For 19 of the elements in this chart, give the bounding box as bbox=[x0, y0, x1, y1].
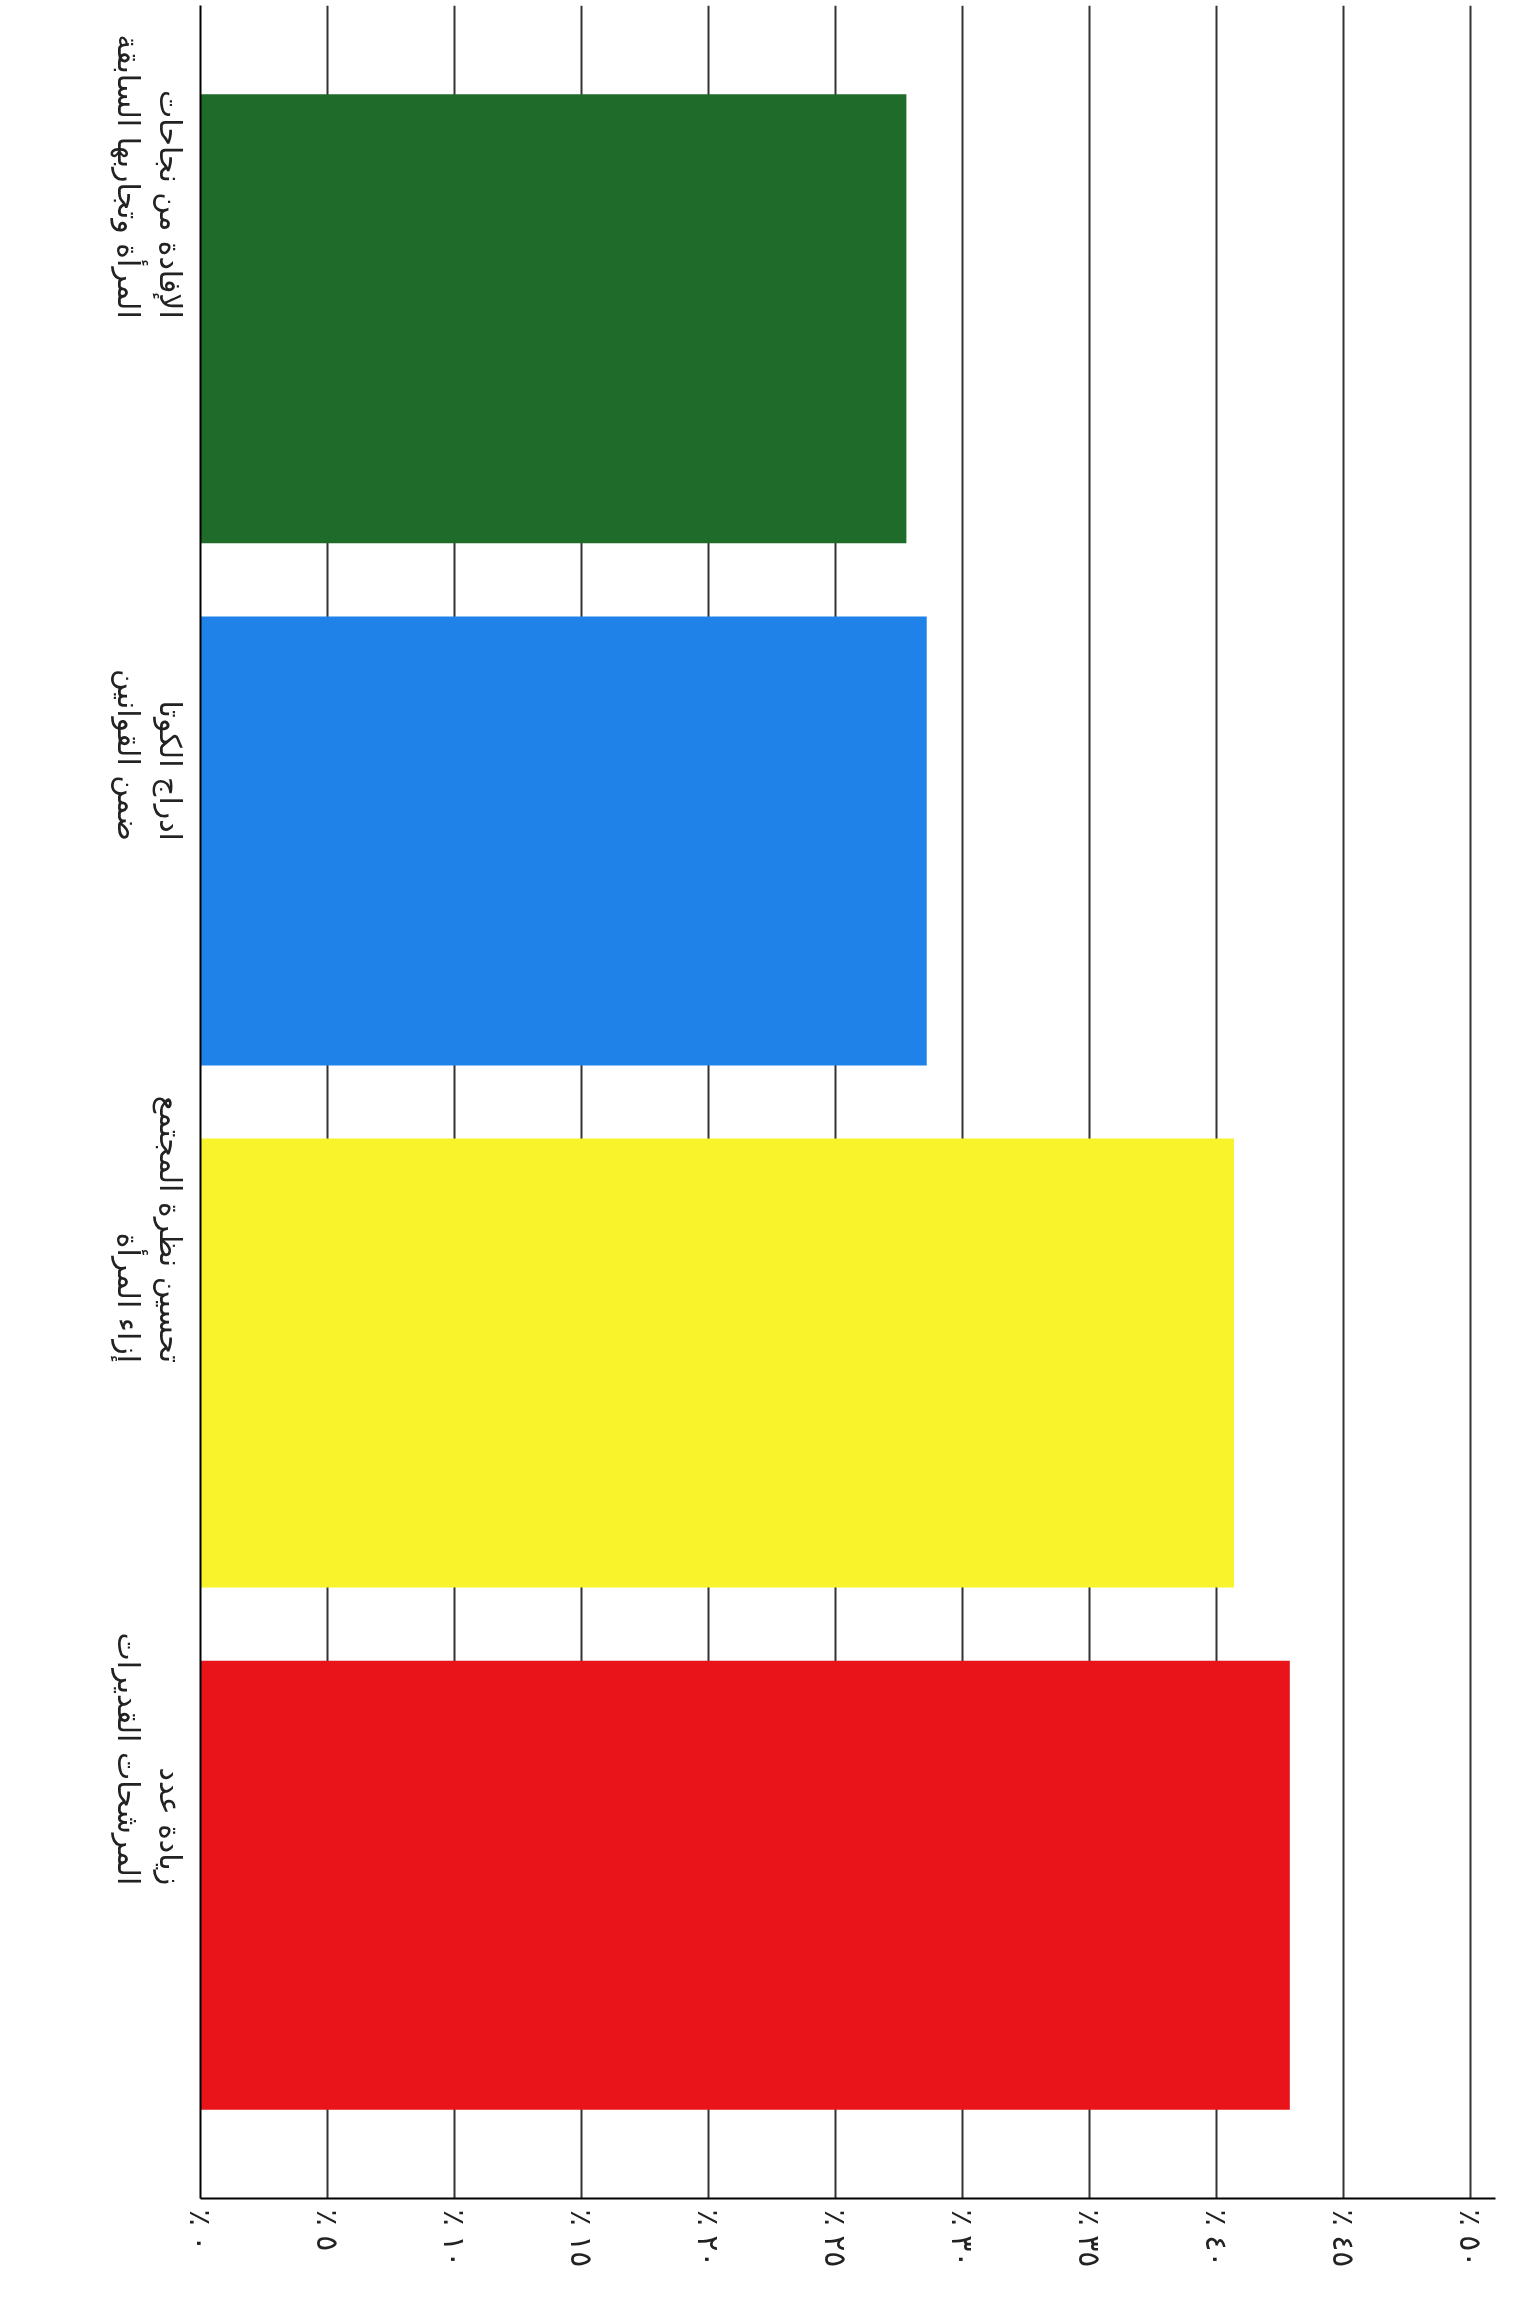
x-tick-label: ٪ ٢٠ bbox=[690, 2209, 726, 2268]
bar bbox=[200, 1138, 1234, 1588]
y-tick-label: ادراج الكوتا ضمن القوانين bbox=[111, 669, 188, 841]
x-tick-label: ٪ ١٥ bbox=[563, 2209, 599, 2268]
bar bbox=[200, 1660, 1290, 2110]
x-tick-label: ٪ ١٠ bbox=[436, 2209, 472, 2268]
bar bbox=[200, 616, 927, 1066]
x-tick-label: ٪ ٥ bbox=[309, 2209, 345, 2252]
bar bbox=[200, 94, 907, 544]
x-tick-label: ٪ ٣٠ bbox=[944, 2209, 980, 2268]
x-tick-label: ٪ ٥٠ bbox=[1452, 2209, 1488, 2268]
x-tick-label: ٪ ٢٥ bbox=[817, 2209, 853, 2268]
y-tick-label: تحسين نظرة المجتمع إزاء المرأة bbox=[110, 1095, 188, 1364]
x-tick-label: ٪ ٤٠ bbox=[1198, 2209, 1234, 2268]
y-tick-label: زيادة عدد المرشحات القديرات bbox=[111, 1632, 188, 1886]
y-tick-label: الإفادة من نجاحات المرأة وتجاربها السابقة bbox=[110, 34, 188, 319]
x-tick-label: ٪ ٠ bbox=[183, 2209, 218, 2252]
x-tick-label: ٪ ٤٥ bbox=[1325, 2209, 1361, 2268]
x-tick-label: ٪ ٣٥ bbox=[1071, 2209, 1107, 2268]
